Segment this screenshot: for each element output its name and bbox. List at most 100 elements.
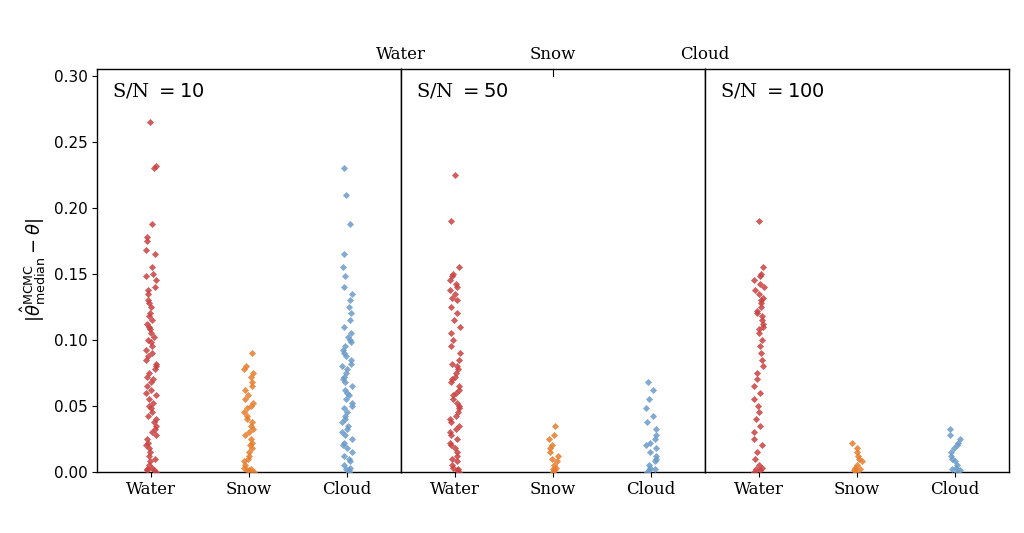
Point [339, 425, 355, 434]
Point [241, 466, 257, 475]
Point [746, 454, 763, 463]
Point [342, 296, 358, 304]
Point [244, 382, 260, 390]
Point [148, 415, 165, 423]
Point [749, 368, 765, 377]
Point [644, 412, 660, 421]
Point [443, 303, 460, 311]
Point [140, 322, 157, 331]
Point [146, 250, 163, 259]
Point [754, 335, 770, 344]
Point [147, 421, 164, 430]
Point [546, 466, 562, 475]
Point [549, 457, 565, 465]
Point [138, 246, 155, 254]
Point [339, 365, 355, 373]
Point [452, 349, 468, 357]
Point [441, 285, 458, 294]
Point [547, 421, 563, 430]
Point [141, 368, 158, 377]
Point [342, 220, 358, 228]
Point [337, 412, 353, 421]
Text: S/N $= 50$: S/N $= 50$ [416, 82, 509, 100]
Point [647, 425, 664, 434]
Point [144, 316, 161, 324]
Point [642, 448, 658, 456]
Point [849, 461, 865, 470]
Point [143, 338, 160, 346]
Point [144, 263, 161, 271]
Point [941, 431, 957, 439]
Point [854, 457, 870, 465]
Point [447, 368, 464, 377]
Point [449, 448, 465, 456]
Point [754, 441, 770, 449]
Point [945, 443, 962, 452]
Point [450, 465, 466, 473]
Point [745, 434, 762, 443]
Point [139, 412, 156, 421]
Point [550, 451, 566, 460]
Point [751, 329, 767, 337]
Point [336, 373, 352, 381]
Point [756, 282, 772, 291]
Point [942, 425, 958, 434]
Point [950, 439, 967, 447]
Point [343, 329, 359, 337]
Point [138, 388, 155, 397]
Point [237, 461, 253, 470]
Point [138, 346, 155, 354]
Point [338, 351, 354, 360]
Point [748, 465, 764, 473]
Point [449, 309, 465, 318]
Point [451, 263, 467, 271]
Point [147, 359, 164, 368]
Point [240, 404, 256, 413]
Point [139, 351, 156, 360]
Point [342, 316, 358, 324]
Point [338, 368, 354, 377]
Point [641, 439, 657, 447]
Point [548, 464, 564, 472]
Point [755, 362, 771, 370]
Point [754, 316, 770, 324]
Point [449, 451, 465, 460]
Text: S/N $= 10$: S/N $= 10$ [113, 82, 205, 100]
Point [452, 322, 468, 331]
Point [338, 190, 354, 199]
Point [449, 388, 465, 397]
Point [949, 467, 966, 476]
Point [335, 263, 351, 271]
Point [141, 448, 158, 456]
Text: Water: Water [376, 46, 426, 63]
Point [451, 401, 467, 410]
Point [948, 464, 965, 472]
Point [445, 391, 462, 399]
Point [243, 465, 259, 473]
Point [943, 451, 959, 460]
Point [545, 465, 561, 473]
Point [849, 448, 865, 456]
Point [335, 375, 351, 384]
Point [344, 289, 360, 298]
Point [143, 404, 160, 413]
Point [237, 386, 253, 394]
Point [339, 388, 355, 397]
Point [144, 220, 161, 228]
Point [848, 467, 864, 476]
Point [237, 395, 253, 403]
Point [443, 293, 460, 302]
Point [445, 316, 462, 324]
Point [746, 382, 763, 390]
Point [951, 434, 968, 443]
Text: S/N $= 100$: S/N $= 100$ [720, 82, 825, 100]
Point [751, 461, 767, 470]
Point [242, 451, 258, 460]
Point [943, 448, 959, 456]
Point [139, 382, 156, 390]
Point [148, 467, 165, 476]
Point [337, 342, 353, 351]
Point [140, 461, 157, 470]
Point [544, 441, 560, 449]
Point [751, 401, 767, 410]
